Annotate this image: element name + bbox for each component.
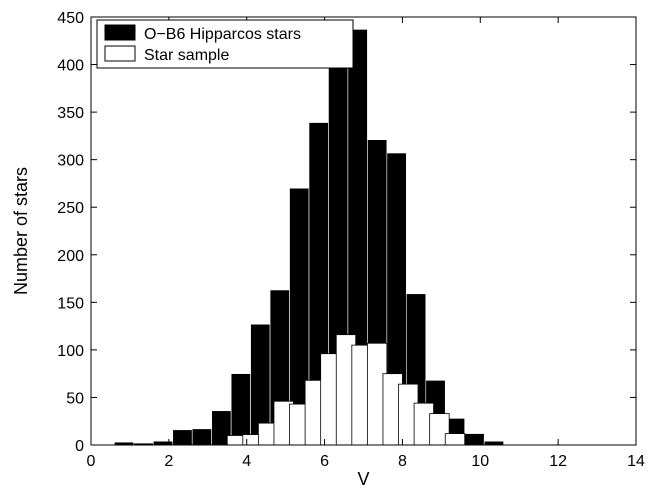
x-axis-label: V xyxy=(357,469,369,489)
y-tick-label: 50 xyxy=(66,390,84,407)
y-tick-label: 0 xyxy=(75,438,84,455)
legend-swatch-sample xyxy=(104,45,136,62)
legend-label-hipparcos: O−B6 Hipparcos stars xyxy=(144,26,301,43)
x-tick-label: 10 xyxy=(471,453,489,470)
hipparcos-bar xyxy=(152,440,174,446)
y-tick-label: 200 xyxy=(57,248,84,265)
hipparcos-bar xyxy=(483,440,504,446)
x-tick-label: 14 xyxy=(627,453,645,470)
y-tick-label: 150 xyxy=(57,295,84,312)
x-tick-label: 2 xyxy=(164,453,173,470)
x-tick-label: 0 xyxy=(87,453,96,470)
legend-box xyxy=(96,19,354,69)
y-axis-label: Number of stars xyxy=(11,167,31,295)
legend: O−B6 Hipparcos stars Star sample xyxy=(96,19,354,69)
y-tick-label: 300 xyxy=(57,153,84,170)
hipparcos-bar xyxy=(191,428,212,446)
y-tick-label: 400 xyxy=(57,58,84,75)
y-tick-label: 250 xyxy=(57,200,84,217)
y-tick-label: 350 xyxy=(57,105,84,122)
plot-frame xyxy=(90,16,637,446)
y-tick-label: 450 xyxy=(57,10,84,27)
x-tick-label: 6 xyxy=(320,453,329,470)
legend-label-sample: Star sample xyxy=(144,47,229,64)
hipparcos-bar xyxy=(172,429,193,446)
hipparcos-bar xyxy=(464,433,485,446)
axis-ticks: 0 2 4 6 8 10 12 14 0 50 100 150 200 250 300 350 400 450 xyxy=(57,10,645,470)
x-tick-label: 4 xyxy=(242,453,251,470)
sample-bar xyxy=(444,433,466,446)
y-tick-label: 100 xyxy=(57,343,84,360)
legend-swatch-hipparcos xyxy=(104,24,136,41)
x-tick-label: 8 xyxy=(398,453,407,470)
x-tick-label: 12 xyxy=(549,453,567,470)
